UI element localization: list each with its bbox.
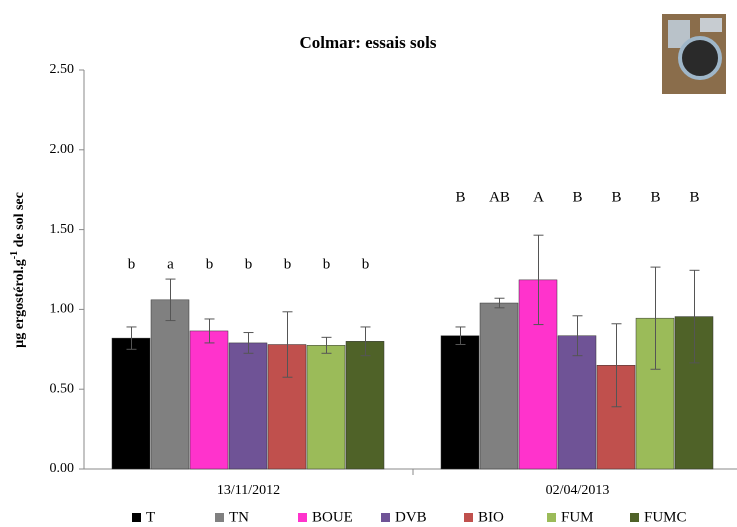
significance-letter: AB — [489, 189, 510, 205]
legend-swatch — [215, 513, 224, 522]
legend-label: BIO — [478, 509, 504, 525]
significance-letter: b — [323, 256, 331, 272]
photo — [662, 14, 726, 94]
significance-letter: B — [650, 189, 660, 205]
x-tick-label: 02/04/2013 — [546, 483, 610, 498]
y-tick-label: 1.00 — [50, 302, 75, 317]
y-label-part: de sol sec — [12, 192, 27, 251]
legend-label: TN — [229, 509, 249, 525]
significance-letter: A — [533, 189, 544, 205]
significance-letter: B — [689, 189, 699, 205]
y-tick-label: 2.00 — [50, 142, 75, 157]
x-tick-label: 13/11/2012 — [217, 483, 280, 498]
y-tick-label: 0.50 — [50, 381, 75, 396]
legend-label: T — [146, 509, 155, 525]
y-label-part: µg ergostérol.g — [12, 259, 27, 348]
bar — [306, 345, 346, 470]
legend-swatch — [381, 513, 390, 522]
bar — [267, 344, 307, 470]
bar — [150, 299, 190, 470]
bar — [228, 342, 268, 470]
significance-letter: b — [206, 256, 214, 272]
legend-label: FUM — [561, 509, 594, 525]
significance-letter: B — [611, 189, 621, 205]
legend-swatch — [464, 513, 473, 522]
significance-letter: B — [455, 189, 465, 205]
legend-swatch — [298, 513, 307, 522]
y-axis-label: µg ergostérol.g-1 de sol sec — [9, 192, 27, 348]
chart-title: Colmar: essais sols — [300, 33, 437, 52]
significance-letter: a — [167, 256, 174, 272]
bar — [479, 302, 519, 470]
legend-swatch — [132, 513, 141, 522]
bar — [345, 341, 385, 470]
legend-label: FUMC — [644, 509, 687, 525]
y-tick-label: 0.00 — [50, 461, 75, 476]
significance-letter: b — [128, 256, 136, 272]
legend-swatch — [630, 513, 639, 522]
legend-swatch — [547, 513, 556, 522]
significance-letter: b — [284, 256, 292, 272]
significance-letter: B — [572, 189, 582, 205]
significance-letter: b — [245, 256, 253, 272]
legend-label: BOUE — [312, 509, 353, 525]
y-label-sup: -1 — [9, 251, 20, 259]
bar — [189, 330, 229, 470]
y-tick-label: 2.50 — [50, 62, 75, 77]
bar — [440, 335, 480, 470]
significance-letter: b — [362, 256, 370, 272]
y-tick-label: 1.50 — [50, 222, 75, 237]
bar — [111, 337, 151, 470]
legend-label: DVB — [395, 509, 427, 525]
